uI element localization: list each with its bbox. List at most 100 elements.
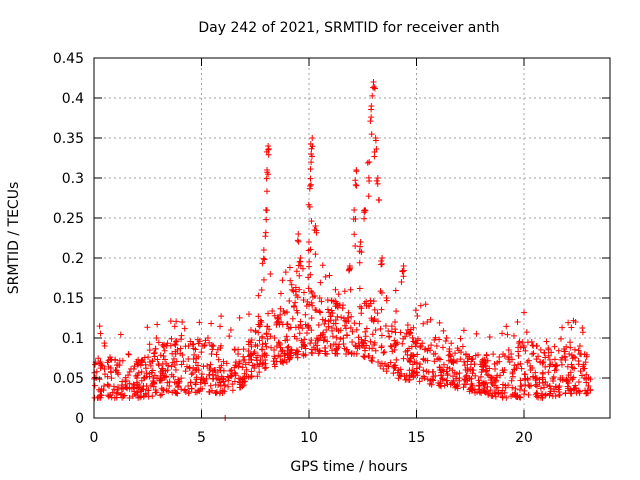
data-point xyxy=(568,324,575,331)
data-point xyxy=(216,364,223,371)
data-point xyxy=(566,351,573,357)
data-point xyxy=(486,333,493,340)
data-point xyxy=(138,357,145,364)
data-point xyxy=(286,355,293,362)
data-point xyxy=(325,323,332,330)
data-point xyxy=(351,231,358,238)
data-point xyxy=(473,330,480,337)
data-point xyxy=(564,383,571,390)
data-point xyxy=(411,359,418,365)
data-point xyxy=(187,379,194,386)
data-point xyxy=(388,328,395,335)
data-point xyxy=(239,364,246,371)
data-point xyxy=(242,378,249,385)
data-point xyxy=(525,357,532,364)
data-point xyxy=(190,345,197,352)
data-point xyxy=(575,361,582,368)
data-point xyxy=(567,344,574,351)
data-point xyxy=(450,359,457,365)
data-point xyxy=(297,262,304,269)
data-point xyxy=(171,323,178,330)
data-point xyxy=(363,298,370,305)
data-point xyxy=(424,319,431,325)
data-point xyxy=(356,248,363,255)
data-point xyxy=(420,320,427,327)
data-point xyxy=(352,242,359,249)
data-point xyxy=(469,382,476,389)
data-point xyxy=(452,384,459,391)
data-point xyxy=(345,317,352,324)
data-point xyxy=(404,327,411,333)
data-point xyxy=(231,369,238,376)
data-point xyxy=(142,390,149,397)
data-point xyxy=(159,367,166,373)
data-point xyxy=(309,135,316,141)
data-point xyxy=(313,335,320,342)
data-point xyxy=(339,305,346,312)
data-point xyxy=(317,332,324,339)
data-point xyxy=(263,343,270,350)
data-point xyxy=(514,319,521,325)
data-point xyxy=(337,335,344,342)
data-point xyxy=(545,352,552,359)
data-point xyxy=(97,365,104,372)
data-point xyxy=(341,345,348,352)
data-point xyxy=(579,329,586,336)
data-point xyxy=(152,345,159,352)
data-point xyxy=(351,320,358,327)
data-point xyxy=(414,335,421,342)
data-point xyxy=(139,356,146,363)
data-point xyxy=(524,375,531,382)
data-point xyxy=(306,203,313,210)
data-point xyxy=(245,359,252,366)
data-point xyxy=(271,353,278,360)
data-point xyxy=(115,384,122,391)
data-point xyxy=(439,344,446,351)
data-point xyxy=(157,352,164,359)
data-point xyxy=(207,361,214,368)
data-point xyxy=(210,342,217,349)
data-point xyxy=(107,356,114,363)
data-point xyxy=(378,306,385,313)
data-point xyxy=(539,370,546,377)
data-point xyxy=(467,386,474,393)
data-point xyxy=(427,377,434,384)
data-point xyxy=(314,337,321,344)
data-point xyxy=(553,367,560,373)
data-point xyxy=(155,339,162,346)
data-point xyxy=(180,358,187,365)
data-point xyxy=(399,268,406,275)
data-point xyxy=(522,371,529,378)
data-point xyxy=(406,356,413,363)
data-point xyxy=(391,346,398,353)
data-point xyxy=(316,295,323,301)
data-point xyxy=(311,292,318,299)
data-point xyxy=(488,375,495,381)
data-point xyxy=(480,380,487,387)
data-point xyxy=(256,369,263,376)
data-point xyxy=(201,341,208,348)
data-point xyxy=(157,392,164,399)
data-point xyxy=(409,334,416,341)
data-point xyxy=(194,362,201,369)
x-axis-label: GPS time / hours xyxy=(290,459,407,475)
data-point xyxy=(177,345,184,352)
y-tick-label: 0.3 xyxy=(62,171,84,187)
data-point xyxy=(290,303,297,309)
data-point xyxy=(173,358,180,365)
data-point xyxy=(178,332,185,339)
data-point xyxy=(95,355,102,362)
data-point xyxy=(437,367,444,373)
data-point xyxy=(373,177,380,184)
data-point xyxy=(273,321,280,328)
data-point xyxy=(435,379,442,386)
data-point xyxy=(334,313,341,320)
data-point xyxy=(277,290,284,297)
data-point xyxy=(410,374,417,381)
data-point xyxy=(417,302,424,309)
data-point xyxy=(106,383,113,389)
data-point xyxy=(308,159,315,166)
data-point xyxy=(456,375,463,381)
data-point xyxy=(213,351,220,358)
